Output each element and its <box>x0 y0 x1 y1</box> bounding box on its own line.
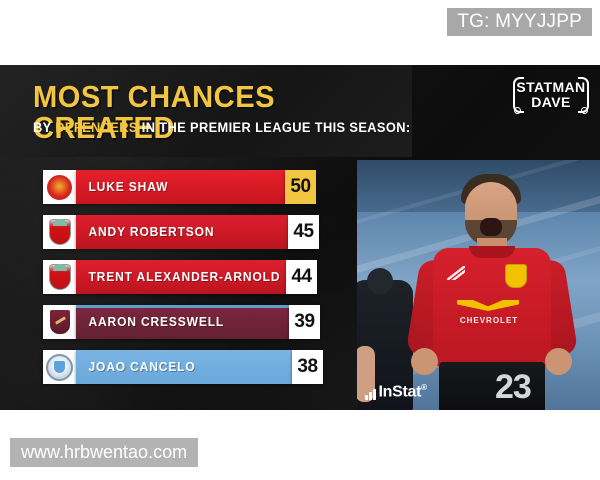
referee-head <box>367 268 393 294</box>
subtitle-pre: BY <box>33 120 56 135</box>
man-utd-crest-icon <box>47 174 72 200</box>
ranking-row: TRENT ALEXANDER-ARNOLD 44 <box>43 260 330 294</box>
ranking-row: JOAO CANCELO 38 <box>43 350 330 384</box>
logo-line-1: STATMAN <box>516 79 586 95</box>
player-name: ANDY ROBERTSON <box>88 225 215 239</box>
chances-value: 50 <box>285 170 316 204</box>
logo-dot-icon <box>581 107 588 114</box>
infographic-canvas: CHEVROLET 23 InStat® MOST CHANCES CREATE… <box>0 65 600 410</box>
player-bar: TRENT ALEXANDER-ARNOLD <box>76 260 286 294</box>
ranking-row: ANDY ROBERTSON 45 <box>43 215 330 249</box>
bottom-url-watermark: www.hrbwentao.com <box>10 438 199 467</box>
man-utd-shirt-crest-icon <box>505 264 527 288</box>
player-name: TRENT ALEXANDER-ARNOLD <box>88 270 281 284</box>
player-left-fist <box>411 348 438 375</box>
instat-label: InStat® <box>378 382 428 400</box>
player-name: LUKE SHAW <box>88 180 169 194</box>
man-city-crest-icon <box>46 353 73 381</box>
logo-dot-icon <box>514 107 521 114</box>
club-crest-box <box>43 350 76 384</box>
player-mouth <box>480 218 502 236</box>
chances-value: 38 <box>292 350 323 384</box>
player-name: AARON CRESSWELL <box>88 315 225 329</box>
instat-bars-icon <box>365 387 376 400</box>
player-right-fist <box>545 348 572 375</box>
club-crest-box <box>43 305 76 339</box>
club-crest-box <box>43 260 76 294</box>
player-figure: CHEVROLET 23 <box>405 168 579 410</box>
chances-value: 44 <box>286 260 317 294</box>
referee-arm <box>357 346 375 402</box>
statman-dave-logo: STATMAN DAVE <box>512 75 590 115</box>
page-title: MOST CHANCES CREATED <box>33 79 276 145</box>
liverpool-crest-icon <box>48 219 71 245</box>
bar-accent-stripe <box>76 305 289 308</box>
player-name: JOAO CANCELO <box>88 360 196 374</box>
player-collar <box>469 246 515 258</box>
chevrolet-logo-icon <box>457 296 519 314</box>
subtitle-highlight: DEFENDERS <box>55 120 138 135</box>
title-block: MOST CHANCES CREATED BY DEFENDERS IN THE… <box>0 65 412 157</box>
club-crest-box <box>43 215 76 249</box>
club-crest-box <box>43 170 76 204</box>
chances-value: 39 <box>289 305 320 339</box>
player-bar: JOAO CANCELO <box>76 350 292 384</box>
player-bar: ANDY ROBERTSON <box>76 215 288 249</box>
liverpool-crest-icon <box>48 264 71 290</box>
player-bar: AARON CRESSWELL <box>76 305 289 339</box>
logo-line-2: DAVE <box>531 94 571 110</box>
ranking-list: LUKE SHAW 50 ANDY ROBERTSON 45 TRENT ALEXAND… <box>0 170 330 395</box>
instat-trademark: ® <box>421 382 427 392</box>
adidas-logo-icon <box>447 266 465 280</box>
ranking-row: LUKE SHAW 50 <box>43 170 330 204</box>
player-shirt-number: 23 <box>495 368 532 406</box>
subtitle-post: IN THE PREMIER LEAGUE THIS SEASON: <box>137 120 411 135</box>
instat-logo: InStat® <box>365 382 428 400</box>
top-watermark: TG: MYYJJPP <box>447 8 592 36</box>
ranking-row: AARON CRESSWELL 39 <box>43 305 330 339</box>
chances-value: 45 <box>288 215 319 249</box>
player-photo: CHEVROLET 23 InStat® <box>357 160 600 410</box>
west-ham-crest-icon <box>48 309 71 335</box>
shirt-sponsor-text: CHEVROLET <box>459 316 519 325</box>
subtitle: BY DEFENDERS IN THE PREMIER LEAGUE THIS … <box>33 121 411 135</box>
player-shorts <box>439 362 545 410</box>
player-bar: LUKE SHAW <box>76 170 285 204</box>
